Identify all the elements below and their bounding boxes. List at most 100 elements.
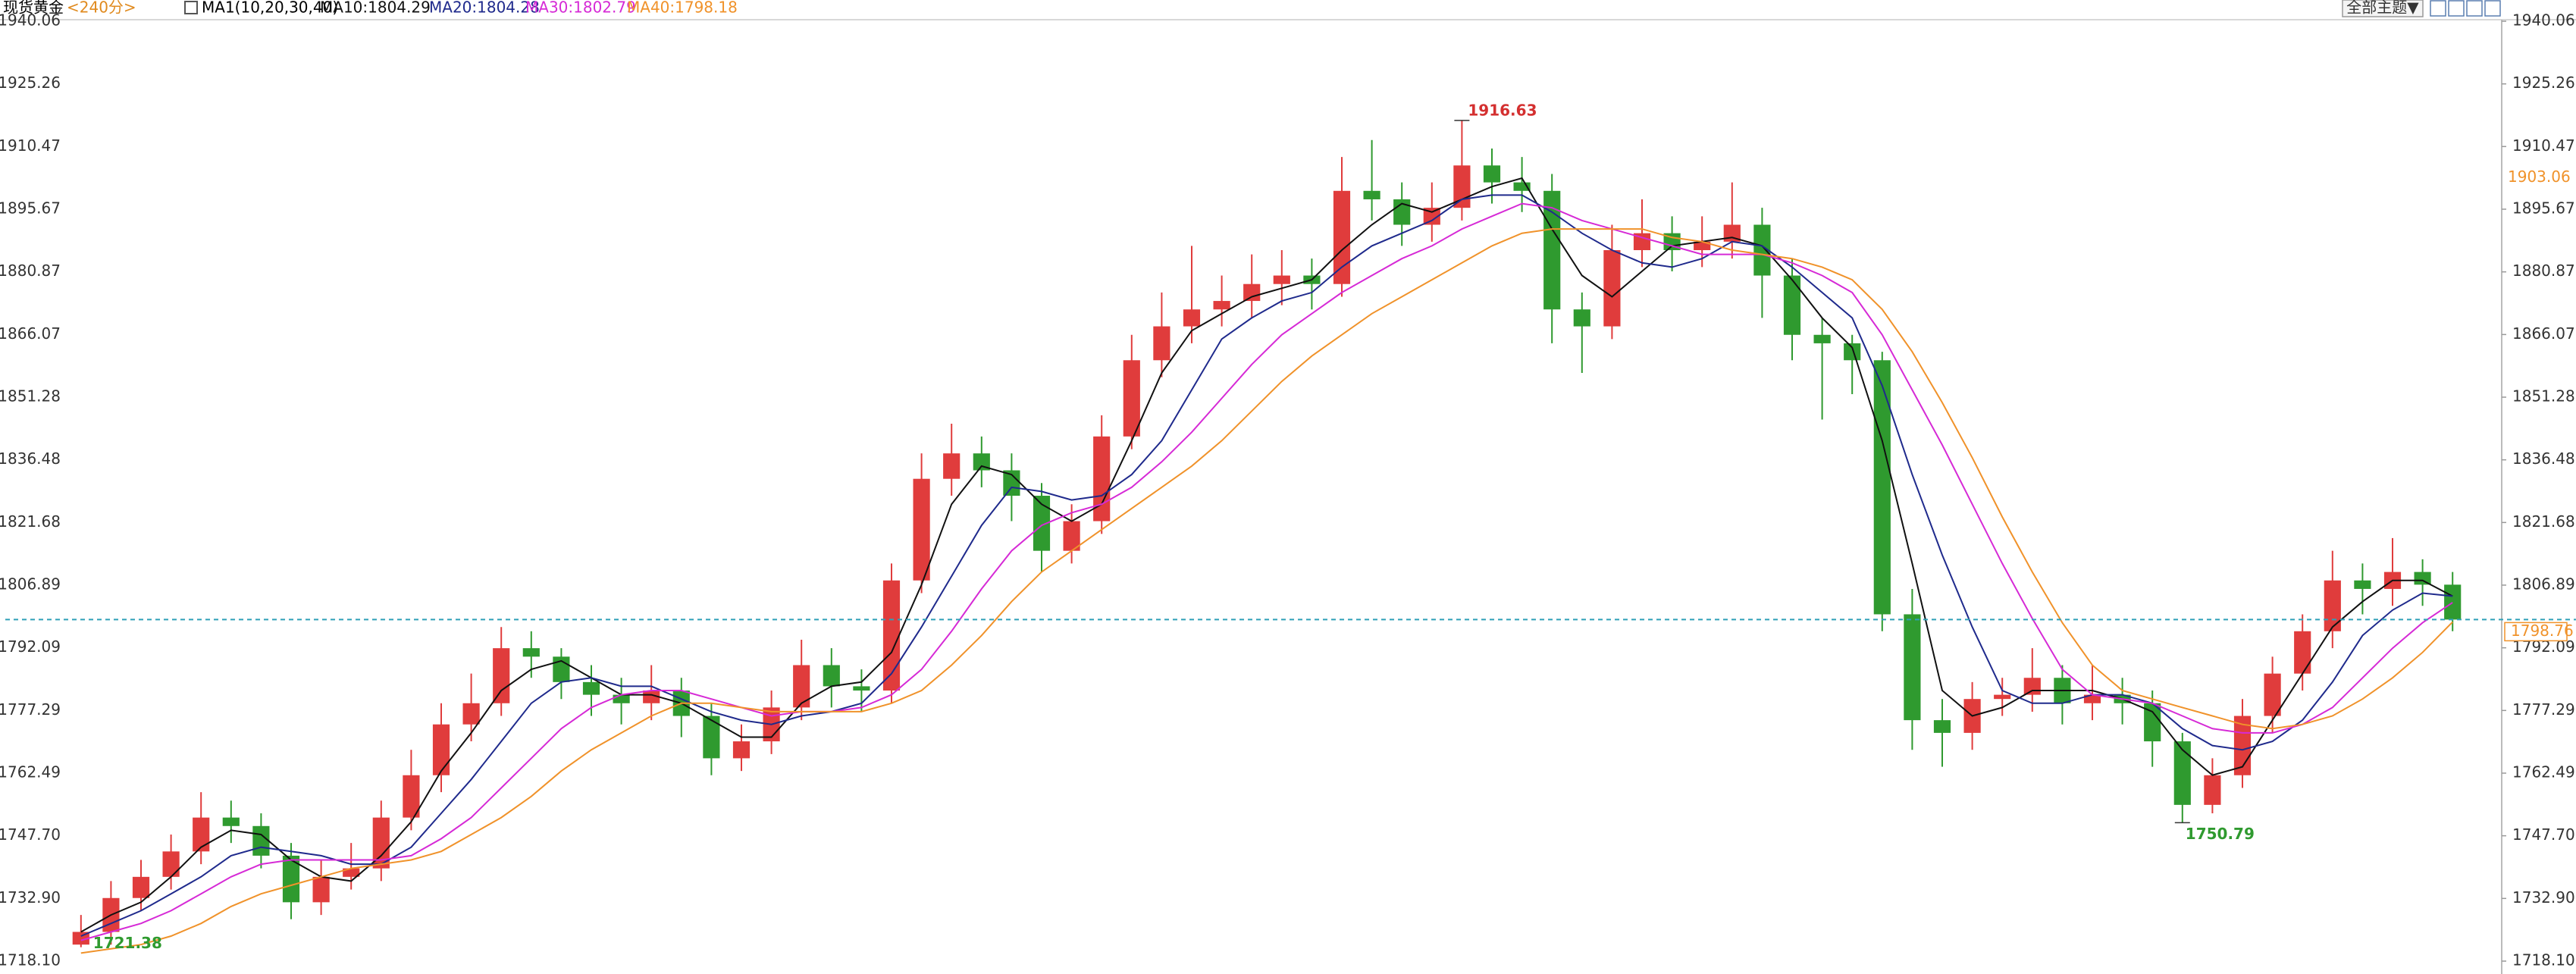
high-annotation: 1916.63 [1468, 101, 1537, 119]
y-tick-label-left: 1851.28 [0, 387, 61, 405]
indicator-label: MA1(10,20,30,40) [202, 0, 338, 17]
y-tick-label: 1940.06 [2512, 11, 2575, 30]
candle-body [1273, 275, 1290, 284]
y-tick-label: 1880.87 [2512, 262, 2575, 280]
candle-body [1183, 309, 1201, 327]
tool-icon[interactable] [2430, 0, 2446, 17]
candle-body [1363, 190, 1380, 199]
legend-entry: MA40:1798.18 [627, 0, 738, 17]
candle-body [703, 716, 720, 759]
candle-body [1423, 208, 1440, 225]
y-tick-label: 1762.49 [2512, 763, 2575, 781]
y-tick-label-left: 1777.29 [0, 700, 61, 719]
candle-body [522, 648, 540, 657]
candle-body [643, 691, 660, 703]
indicator-icon[interactable] [184, 1, 198, 14]
candle-body [1994, 694, 2011, 700]
candle-body [1783, 275, 1801, 335]
candle-body [2144, 703, 2161, 742]
y-tick-label-left: 1762.49 [0, 763, 61, 781]
candle-body [432, 724, 450, 775]
y-tick-label: 1851.28 [2512, 387, 2575, 405]
y-tick-label: 1866.07 [2512, 324, 2575, 343]
y-tick-label-left: 1895.67 [0, 199, 61, 217]
candle-body [1063, 521, 1080, 551]
candle-body [2414, 572, 2431, 585]
candle-body [372, 817, 390, 869]
tool-icon[interactable] [2466, 0, 2483, 17]
y-tick-label-left: 1836.48 [0, 449, 61, 468]
ma-line [80, 177, 2453, 933]
y-tick-label-left: 1910.47 [0, 136, 61, 155]
candle-body [1213, 301, 1230, 310]
candle-body [132, 876, 150, 898]
low-annotation: 1721.38 [93, 934, 162, 952]
candle-body [403, 775, 420, 818]
candle-body [582, 681, 600, 695]
instrument-name: 现货黄金 [3, 0, 64, 17]
tool-icon[interactable] [2484, 0, 2501, 17]
candle-body [462, 703, 480, 725]
candle-body [882, 580, 901, 691]
candle-body [1694, 241, 1711, 251]
ma-line [80, 202, 2453, 941]
theme-button[interactable] [2342, 0, 2424, 17]
y-tick-label: 1895.67 [2512, 199, 2575, 217]
y-tick-label: 1732.90 [2512, 888, 2575, 907]
period-label: <240分> [67, 0, 136, 17]
y-tick-label: 1836.48 [2512, 449, 2575, 468]
candle-body [1513, 182, 1531, 191]
y-tick-label-left: 1866.07 [0, 324, 61, 343]
y-tick-label-left: 1747.70 [0, 825, 61, 844]
candle-body [1243, 283, 1261, 302]
candle-body [2083, 694, 2101, 703]
y-tick-label: 1821.68 [2512, 512, 2575, 531]
legend-entry: MA30:1802.79 [525, 0, 636, 17]
price-label-box [2504, 622, 2568, 642]
candle-body [1093, 436, 1111, 521]
candle-body [162, 851, 180, 877]
candle-body [732, 741, 751, 759]
candle-body [1753, 224, 1771, 276]
candle-body [2204, 775, 2221, 805]
tool-icon[interactable] [2448, 0, 2465, 17]
y-tick-label-left: 1880.87 [0, 262, 61, 280]
candle-body [913, 478, 930, 581]
ma-line [80, 228, 2453, 954]
y-tick-label-left: 1792.09 [0, 637, 61, 656]
y-tick-label-left: 1806.89 [0, 575, 61, 593]
candle-body [1873, 360, 1891, 615]
low-annotation: 1750.79 [2186, 825, 2255, 843]
candle-body [943, 453, 961, 479]
candle-body [1573, 309, 1590, 327]
candle-body [1603, 250, 1621, 327]
price-label: 1798.76 [2511, 622, 2574, 640]
candle-body [973, 453, 990, 471]
candle-body [793, 665, 810, 708]
candle-body [1033, 496, 1051, 551]
theme-button-label: 全部主题▼ [2346, 0, 2419, 17]
y-tick-label-left: 1718.10 [0, 951, 61, 969]
candle-body [1633, 233, 1651, 251]
price-marker: 1903.06 [2508, 168, 2571, 186]
legend-entry: MA20:1804.28 [429, 0, 540, 17]
legend-entry: MA10:1804.29 [320, 0, 431, 17]
y-tick-label: 1925.26 [2512, 74, 2575, 92]
candle-body [2444, 584, 2462, 620]
candle-body [2294, 631, 2311, 674]
candle-body [2324, 580, 2341, 631]
candle-body [853, 686, 870, 691]
ma-line [80, 194, 2453, 937]
candle-body [1333, 190, 1351, 284]
toolbar-icons [2430, 0, 2501, 17]
candle-body [1933, 720, 1951, 733]
y-tick-label: 1777.29 [2512, 700, 2575, 719]
y-tick-label: 1747.70 [2512, 825, 2575, 844]
candle-body [193, 817, 210, 852]
candle-body [282, 855, 300, 903]
y-tick-label: 1910.47 [2512, 136, 2575, 155]
y-tick-label-left: 1925.26 [0, 74, 61, 92]
candle-body [1153, 326, 1170, 361]
